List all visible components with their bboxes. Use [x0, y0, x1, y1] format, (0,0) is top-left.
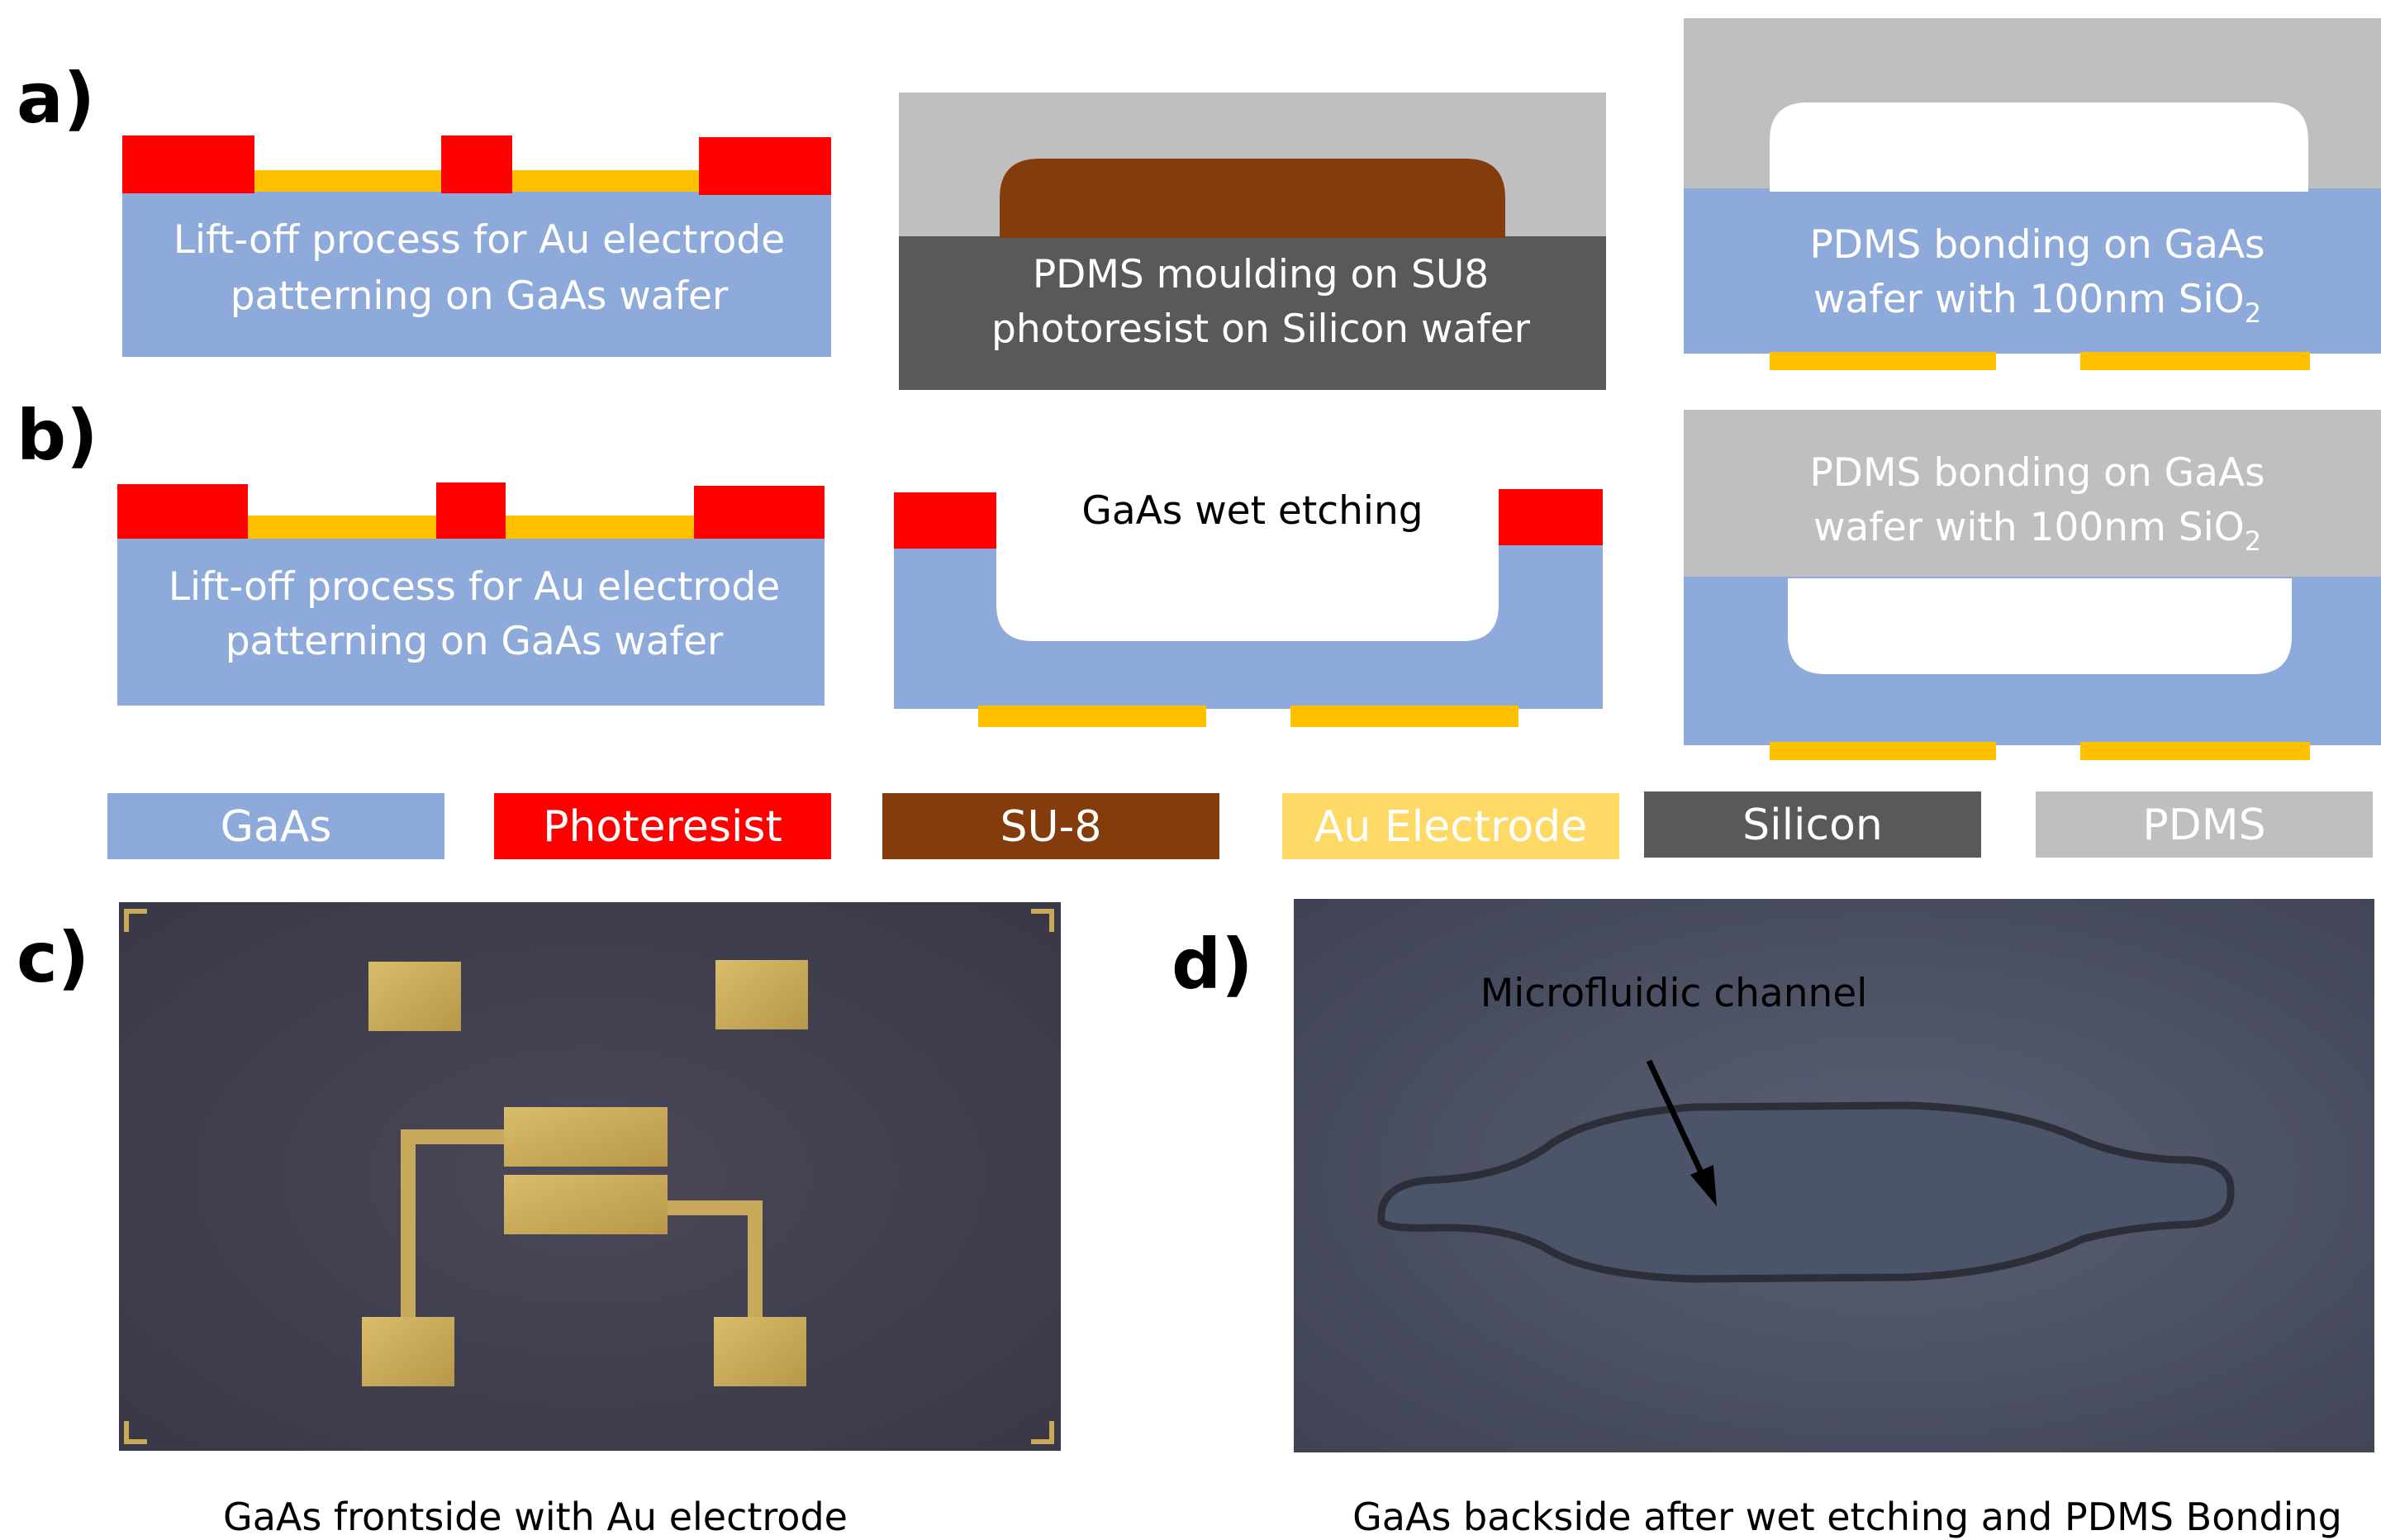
step-b1-text-line2: patterning on GaAs wafer [226, 619, 724, 664]
legend-label-gaas: GaAs [221, 802, 332, 852]
photoresist-block [694, 486, 825, 539]
pdms-layer [1684, 410, 2381, 578]
step-a3-subscript: 2 [2245, 297, 2261, 329]
corner-mark [1031, 909, 1054, 932]
panel-label-b: b) [17, 395, 98, 476]
silicon-layer [899, 236, 1606, 390]
step-a1-text-line2: patterning on GaAs wafer [230, 273, 729, 319]
legend-swatch-au-electrode [1282, 793, 1619, 859]
gaas-layer [1684, 188, 2381, 354]
electrode-pad [504, 1107, 668, 1167]
legend-label-au-electrode: Au Electrode [1314, 802, 1587, 852]
corner-mark [124, 909, 147, 932]
au-electrode [2080, 742, 2310, 760]
legend-swatch-photoresist [494, 793, 831, 859]
su8-mould [1000, 159, 1505, 238]
annotation-microfluidic-channel: Microfluidic channel [1480, 971, 1868, 1016]
electrode-trace [664, 1200, 763, 1325]
caption-photo-c: GaAs frontside with Au electrode [223, 1495, 848, 1539]
step-b3-text-line2-main: wafer with 100nm SiO [1813, 505, 2245, 550]
photoresist-block [117, 484, 248, 539]
legend-swatch-silicon [1644, 791, 1981, 858]
step-a3-text-line1: PDMS bonding on GaAs [1809, 222, 2265, 268]
au-electrode [1770, 742, 1996, 760]
electrode-pad [714, 1317, 806, 1386]
electrode-trace [401, 1129, 507, 1325]
step-b1-liftoff: Lift-off process for Au electrode patter… [117, 482, 825, 706]
gaas-layer [122, 192, 831, 357]
step-a3-bonding: PDMS bonding on GaAs wafer with 100nm Si… [1684, 18, 2381, 370]
panel-label-c: c) [17, 917, 89, 998]
panel-label-d: d) [1171, 924, 1253, 1005]
au-electrode [1770, 352, 1996, 370]
channel-cavity [1770, 102, 2308, 192]
step-b3-text-line1: PDMS bonding on GaAs [1809, 450, 2265, 496]
photoresist-block [441, 135, 512, 193]
microfluidic-channel-shape [1377, 1101, 2235, 1283]
photoresist-block [1499, 489, 1603, 545]
legend-label-silicon: Silicon [1742, 801, 1883, 850]
step-a1-text-line1: Lift-off process for Au electrode [173, 217, 785, 263]
photo-gaas-backside: Microfluidic channel GaAs backside after… [1294, 899, 2374, 1539]
step-b2-text: GaAs wet etching [1081, 488, 1423, 534]
etched-cavity [1788, 578, 2292, 674]
step-a2-text-line2: photoresist on Silicon wafer [991, 307, 1531, 352]
step-a2-text-line1: PDMS moulding on SU8 [1033, 252, 1489, 297]
au-electrode [978, 706, 1206, 727]
corner-mark [124, 1421, 147, 1444]
photoresist-block [894, 492, 996, 549]
step-b3-bonding: PDMS bonding on GaAs wafer with 100nm Si… [1684, 410, 2381, 760]
photoresist-block [699, 137, 831, 195]
panel-label-a: a) [17, 58, 95, 139]
photo-gaas-frontside: GaAs frontside with Au electrode [119, 902, 1061, 1539]
legend-label-pdms: PDMS [2142, 801, 2265, 850]
electrode-pad [362, 1317, 454, 1386]
au-electrode [2080, 352, 2310, 370]
caption-photo-d: GaAs backside after wet etching and PDMS… [1352, 1495, 2342, 1539]
gaas-layer [117, 537, 825, 706]
legend-swatch-gaas [107, 793, 444, 859]
legend-swatch-su8 [882, 793, 1219, 859]
photoresist-block [436, 482, 506, 539]
step-a3-text-line2: wafer with 100nm SiO2 [1813, 277, 2261, 329]
step-a3-text-line2-main: wafer with 100nm SiO [1813, 277, 2245, 322]
step-b1-text-line1: Lift-off process for Au electrode [169, 564, 780, 610]
step-b3-subscript: 2 [2245, 525, 2261, 557]
legend-swatch-pdms [2036, 791, 2373, 858]
electrode-pad [504, 1175, 668, 1234]
au-electrode [1290, 706, 1518, 727]
step-a1-liftoff: Lift-off process for Au electrode patter… [122, 135, 831, 357]
legend-label-photoresist: Photeresist [543, 802, 782, 852]
step-b2-wet-etching: GaAs wet etching [894, 488, 1603, 727]
etched-cavity [996, 542, 1499, 641]
corner-mark [1031, 1421, 1054, 1444]
legend-label-su8: SU-8 [1000, 802, 1102, 852]
step-a2-moulding: PDMS moulding on SU8 photoresist on Sili… [899, 93, 1606, 390]
electrode-pad [368, 962, 461, 1031]
material-legend: GaAs Photeresist SU-8 Au Electrode Silic… [107, 791, 2373, 859]
step-b3-text-line2: wafer with 100nm SiO2 [1813, 505, 2261, 557]
annotation-arrow-head [1690, 1165, 1717, 1206]
electrode-pad [715, 960, 808, 1029]
annotation-arrow-shaft [1646, 1059, 1710, 1186]
photoresist-block [122, 135, 254, 193]
